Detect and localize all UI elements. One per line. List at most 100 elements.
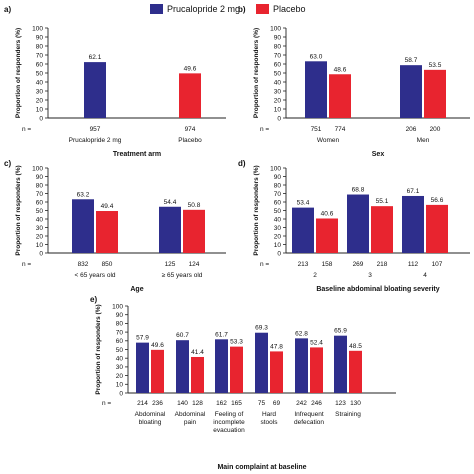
- panel-5-bar: [230, 346, 243, 393]
- panel-1-category-label: Placebo: [178, 137, 202, 144]
- panel-3-y-tick-label: 70: [36, 191, 44, 198]
- panel-5-y-tick-label: 90: [116, 312, 124, 319]
- panel-4-bar: [292, 207, 314, 253]
- panel-2-n-value: 774: [335, 126, 346, 133]
- panel-2-n-value: 206: [406, 126, 417, 133]
- panel-5-bar-value-label: 62.8: [295, 330, 308, 337]
- panel-3-tag: c): [4, 159, 11, 168]
- panel-4-y-tick-label: 20: [274, 233, 282, 240]
- panel-5-category-label: Feeling of: [215, 411, 244, 418]
- panel-5-bar-value-label: 41.4: [191, 349, 204, 356]
- panel-5-y-tick-label: 70: [116, 329, 124, 336]
- panel-5-y-tick-label: 80: [116, 321, 124, 328]
- legend: Prucalopride 2 mg Placebo: [0, 3, 474, 17]
- panel-1-y-tick-label: 40: [36, 79, 44, 86]
- panel-2-y-tick-label: 100: [270, 25, 281, 32]
- panel-5-bar-value-label: 60.7: [176, 332, 189, 339]
- panel-5-n-value: 123: [335, 400, 346, 407]
- panel-4-category-label: 2: [313, 272, 317, 279]
- panel-5-n-value: 246: [311, 400, 322, 407]
- panel-1-y-tick-label: 80: [36, 43, 44, 50]
- panel-3-y-tick-label: 40: [36, 216, 44, 223]
- panel-3-n-value: 832: [78, 261, 89, 268]
- panel-3-y-tick-label: 50: [36, 208, 44, 215]
- panel-2-n-value: 200: [430, 126, 441, 133]
- panel-2-y-tick-label: 80: [274, 43, 282, 50]
- panel-1-x-axis-title: Treatment arm: [113, 151, 161, 158]
- panel-4-bar-value-label: 55.1: [376, 198, 389, 205]
- panel-5-n-value: 75: [258, 400, 266, 407]
- panel-2-n-label: n =: [260, 126, 269, 133]
- panel-4-y-axis-title: Proportion of responders (%): [253, 165, 260, 255]
- panel-2-bar: [424, 69, 446, 118]
- panel-4-y-tick-label: 50: [274, 208, 282, 215]
- panel-4-y-tick-label: 40: [274, 216, 282, 223]
- panel-2-x-axis-title: Sex: [372, 151, 385, 158]
- panel-4-y-tick-label: 90: [274, 174, 282, 181]
- panel-4-y-tick-label: 30: [274, 225, 282, 232]
- panel-5-category-label: Hard: [262, 411, 276, 418]
- panel-5-category-label: defecation: [294, 419, 324, 426]
- panel-2-bar: [400, 65, 422, 118]
- panel-3-n-value: 850: [102, 261, 113, 268]
- panel-4-n-value: 107: [432, 261, 443, 268]
- panel-5-y-axis-title: Proportion of responders (%): [95, 304, 102, 394]
- panel-5-category-label: Infrequent: [294, 411, 323, 418]
- panel-5-bar-value-label: 57.9: [136, 335, 149, 342]
- panel-4-y-tick-label: 60: [274, 199, 282, 206]
- panel-1-bar-value-label: 62.1: [89, 54, 102, 61]
- panel-4-n-label: n =: [260, 261, 269, 268]
- panel-2-y-tick-label: 90: [274, 34, 282, 41]
- panel-4-bar: [402, 195, 424, 253]
- panel-4-bar: [347, 194, 369, 253]
- panel-1-n-value: 974: [185, 126, 196, 133]
- panel-3-y-tick-label: 30: [36, 225, 44, 232]
- panel-1-bar: [84, 62, 106, 118]
- panel-1-n-value: 957: [90, 126, 101, 133]
- panel-4-n-value: 213: [298, 261, 309, 268]
- panel-4-y-tick-label: 100: [270, 165, 281, 172]
- panel-5-y-tick-label: 60: [116, 338, 124, 345]
- panel-2-y-axis-title: Proportion of responders (%): [253, 28, 260, 118]
- panel-5-y-tick-label: 0: [119, 390, 123, 397]
- panel-3-bar-value-label: 50.8: [188, 202, 201, 209]
- panel-2-y-tick-label: 10: [274, 106, 282, 113]
- legend-item-placebo: Placebo: [256, 3, 356, 15]
- panel-4-tag: d): [238, 159, 246, 168]
- panel-2-bar-value-label: 58.7: [405, 57, 418, 64]
- panel-3-bar: [72, 199, 94, 253]
- panel-4-n-value: 158: [322, 261, 333, 268]
- panel-5-bar-value-label: 65.9: [334, 328, 347, 335]
- panel-4-x-axis-title: Baseline abdominal bloating severity: [316, 286, 439, 293]
- panel-1-y-tick-label: 20: [36, 97, 44, 104]
- panel-5-n-value: 242: [296, 400, 307, 407]
- panel-5-category-label: Straining: [335, 411, 361, 418]
- panel-3-bar-value-label: 49.4: [101, 203, 114, 210]
- panel-2-category-label: Women: [317, 137, 340, 144]
- panel-5-y-tick-label: 10: [116, 382, 124, 389]
- panel-1-bar-value-label: 49.6: [184, 65, 197, 72]
- panel-2-bar: [329, 74, 351, 118]
- panel-5-category-label: pain: [184, 419, 197, 426]
- panel-5-y-tick-label: 20: [116, 373, 124, 380]
- panel-4-bar-value-label: 56.6: [431, 197, 444, 204]
- panel-5-category-label: incomplete: [213, 419, 245, 426]
- panel-4-category-label: 4: [423, 272, 427, 279]
- panel-2-y-tick-label: 30: [274, 88, 282, 95]
- panel-1-bar: [179, 73, 201, 118]
- panel-2-y-tick-label: 0: [277, 115, 281, 122]
- panel-1-y-tick-label: 50: [36, 70, 44, 77]
- panel-5-y-tick-label: 50: [116, 347, 124, 354]
- panel-5-category-label: Abdominal: [135, 411, 166, 418]
- panel-5-bar: [310, 347, 323, 393]
- panel-5-bar-value-label: 69.3: [255, 325, 268, 332]
- panel-2-y-tick-label: 20: [274, 97, 282, 104]
- panel-5-tag: e): [90, 295, 97, 304]
- panel-1-tag: a): [4, 5, 11, 14]
- panel-4-bar-value-label: 53.4: [297, 200, 310, 207]
- panel-3-bar: [183, 209, 205, 253]
- panel-1-y-tick-label: 0: [39, 115, 43, 122]
- panel-5-bar-value-label: 48.5: [349, 343, 362, 350]
- panel-3-x-axis-title: Age: [130, 286, 143, 293]
- panel-5-bar: [270, 351, 283, 393]
